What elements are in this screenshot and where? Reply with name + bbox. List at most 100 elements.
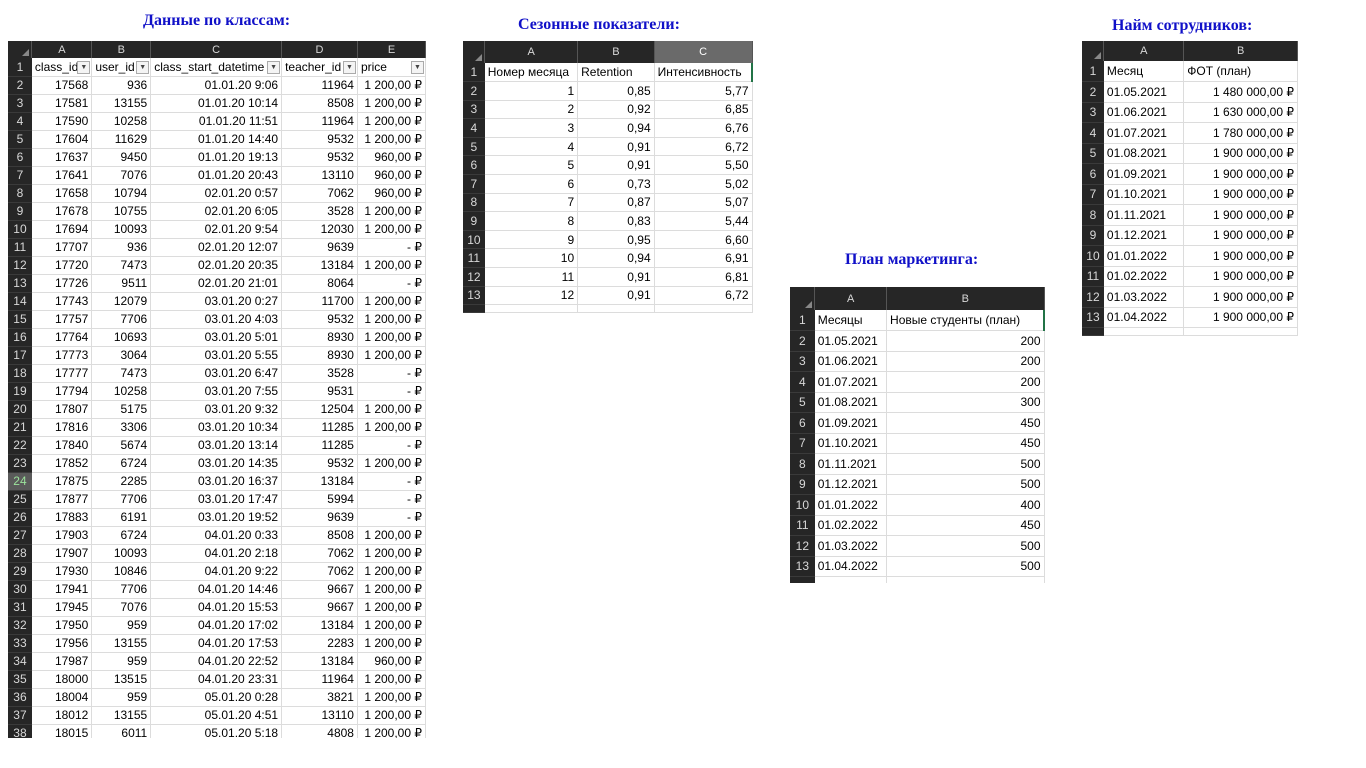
table-cell[interactable]: 7 <box>484 193 579 213</box>
table-cell[interactable]: 9531 <box>281 382 358 401</box>
row-number[interactable]: 2 <box>1082 81 1104 103</box>
table-cell[interactable]: 0,91 <box>577 286 655 306</box>
table-cell[interactable]: 18000 <box>31 670 93 689</box>
table-cell[interactable]: 17875 <box>31 472 93 491</box>
table-cell[interactable]: 2285 <box>91 472 152 491</box>
header-cell[interactable]: Месяцы <box>814 310 888 331</box>
table-cell[interactable]: 01.12.2021 <box>1103 225 1185 246</box>
table-cell[interactable]: 3 <box>484 118 579 138</box>
table-cell[interactable]: 5674 <box>91 436 152 455</box>
table-cell[interactable]: 10755 <box>91 202 152 221</box>
table-cell[interactable]: 9639 <box>281 508 358 527</box>
table-cell[interactable]: 6,72 <box>654 286 753 306</box>
row-number[interactable]: 35 <box>8 670 32 689</box>
table-cell[interactable]: 01.10.2021 <box>814 433 888 454</box>
table-cell[interactable]: 1 200,00 ₽ <box>357 634 426 653</box>
column-header-a[interactable]: A <box>31 41 93 58</box>
row-number[interactable]: 5 <box>1082 143 1104 164</box>
table-cell[interactable]: 1 <box>484 81 579 101</box>
column-header-b[interactable]: B <box>91 41 152 58</box>
table-cell[interactable]: 02.01.20 6:05 <box>150 202 283 221</box>
table-cell[interactable]: 11 <box>484 267 579 287</box>
row-number[interactable]: 6 <box>463 155 485 176</box>
row-number[interactable]: 10 <box>790 494 815 516</box>
table-cell[interactable]: 01.02.2022 <box>1103 266 1185 287</box>
table-cell[interactable]: 10693 <box>91 328 152 347</box>
table-cell[interactable]: 01.09.2021 <box>814 412 888 434</box>
table-cell[interactable]: 1 900 000,00 ₽ <box>1183 163 1298 185</box>
table-cell[interactable]: 10258 <box>91 112 152 131</box>
table-cell[interactable]: 1 200,00 ₽ <box>357 706 426 725</box>
table-cell[interactable]: 17903 <box>31 526 93 545</box>
table-cell[interactable]: 17757 <box>31 310 93 329</box>
header-cell[interactable]: teacher_id ▼ <box>281 58 358 77</box>
table-cell[interactable]: 01.01.20 14:40 <box>150 130 283 149</box>
table-cell[interactable]: 6,60 <box>654 230 753 250</box>
row-number[interactable]: 14 <box>8 292 32 311</box>
table-cell[interactable]: 01.11.2021 <box>814 453 888 475</box>
row-number[interactable]: 18 <box>8 364 32 383</box>
table-cell[interactable]: 17956 <box>31 634 93 653</box>
table-cell[interactable]: 6,81 <box>654 267 753 287</box>
table-cell[interactable]: 01.01.20 9:06 <box>150 76 283 95</box>
row-number[interactable]: 37 <box>8 706 32 725</box>
table-cell[interactable]: 1 200,00 ₽ <box>357 310 426 329</box>
row-number[interactable]: 4 <box>790 371 815 393</box>
table-cell[interactable]: 01.01.20 20:43 <box>150 166 283 185</box>
row-number[interactable]: 23 <box>8 454 32 473</box>
table-cell[interactable]: 17707 <box>31 238 93 257</box>
table-cell[interactable]: 12079 <box>91 292 152 311</box>
table-cell[interactable]: 3528 <box>281 202 358 221</box>
table-cell[interactable]: 300 <box>886 392 1045 413</box>
table-cell[interactable]: 4808 <box>281 724 358 738</box>
table-cell[interactable]: - ₽ <box>357 238 426 257</box>
row-number[interactable]: 28 <box>8 544 32 563</box>
row-number[interactable]: 10 <box>463 230 485 250</box>
table-cell[interactable]: 1 200,00 ₽ <box>357 598 426 617</box>
table-cell[interactable]: 05.01.20 4:51 <box>150 706 283 725</box>
table-cell[interactable]: 04.01.20 17:53 <box>150 634 283 653</box>
table-cell[interactable]: 03.01.20 4:03 <box>150 310 283 329</box>
table-cell[interactable]: 1 200,00 ₽ <box>357 76 426 95</box>
table-cell[interactable]: 1 900 000,00 ₽ <box>1183 307 1298 328</box>
row-number[interactable]: 9 <box>463 211 485 231</box>
table-cell[interactable]: 12 <box>484 286 579 306</box>
table-cell[interactable]: 1 900 000,00 ₽ <box>1183 225 1298 246</box>
row-number[interactable]: 32 <box>8 616 32 635</box>
row-number[interactable]: 31 <box>8 598 32 617</box>
header-cell[interactable]: Новые студенты (план) <box>886 310 1045 331</box>
table-cell[interactable]: 1 200,00 ₽ <box>357 670 426 689</box>
table-cell[interactable]: 17678 <box>31 202 93 221</box>
column-header-a[interactable]: A <box>484 41 579 63</box>
table-cell[interactable]: 17941 <box>31 580 93 599</box>
table-cell[interactable]: 03.01.20 14:35 <box>150 454 283 473</box>
row-number[interactable]: 36 <box>8 688 32 707</box>
table-cell[interactable]: 200 <box>886 351 1045 372</box>
row-number[interactable]: 6 <box>790 412 815 434</box>
table-cell[interactable]: 3064 <box>91 346 152 365</box>
table-cell[interactable]: 7706 <box>91 580 152 599</box>
table-cell[interactable]: 3528 <box>281 364 358 383</box>
table-cell[interactable]: 6,72 <box>654 137 753 157</box>
table-cell[interactable]: 01.03.2022 <box>814 535 888 557</box>
table-cell[interactable]: 8 <box>484 211 579 231</box>
table-cell[interactable]: 960,00 ₽ <box>357 166 426 185</box>
table-cell[interactable]: 05.01.20 5:18 <box>150 724 283 738</box>
row-number[interactable]: 15 <box>8 310 32 329</box>
table-cell[interactable]: 01.08.2021 <box>814 392 888 413</box>
table-cell[interactable]: 2283 <box>281 634 358 653</box>
table-cell[interactable]: 12030 <box>281 220 358 239</box>
table-cell[interactable]: - ₽ <box>357 364 426 383</box>
row-number[interactable]: 22 <box>8 436 32 455</box>
table-cell[interactable]: 04.01.20 14:46 <box>150 580 283 599</box>
table-cell[interactable]: 03.01.20 6:47 <box>150 364 283 383</box>
table-cell[interactable]: 1 200,00 ₽ <box>357 292 426 311</box>
table-cell[interactable]: 7473 <box>91 256 152 275</box>
table-cell[interactable]: 1 900 000,00 ₽ <box>1183 184 1298 205</box>
table-cell[interactable]: 3821 <box>281 688 358 707</box>
table-cell[interactable]: 7706 <box>91 310 152 329</box>
table-cell[interactable]: 6,91 <box>654 248 753 269</box>
table-cell[interactable]: 4 <box>484 137 579 157</box>
table-cell[interactable]: 0,85 <box>577 81 655 101</box>
table-cell[interactable]: 960,00 ₽ <box>357 184 426 203</box>
